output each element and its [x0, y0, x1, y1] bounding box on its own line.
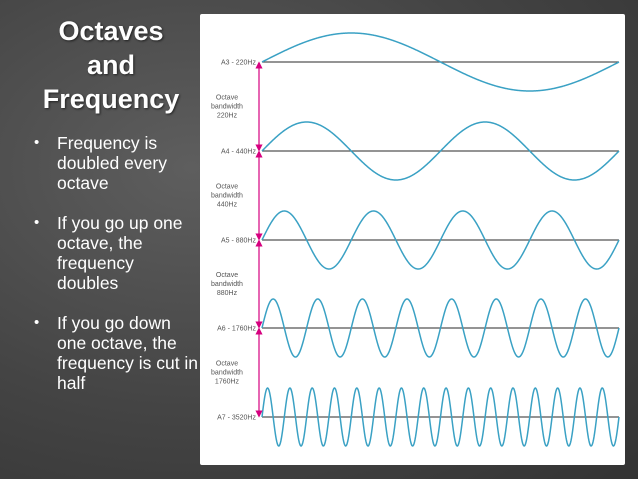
- bullet-dot: •: [34, 214, 40, 231]
- bandwidth-label: 440Hz: [217, 202, 238, 209]
- bandwidth-label: bandwidth: [211, 193, 243, 200]
- bullet-text: If you go up one octave, the frequency d…: [57, 213, 183, 293]
- bandwidth-label: bandwidth: [211, 370, 243, 377]
- bandwidth-label: 1760Hz: [215, 379, 240, 386]
- slide-title: Octaves and Frequency: [30, 14, 192, 116]
- wave-label: A5 - 880Hz: [221, 238, 257, 245]
- bullet-text: Frequency is doubled every octave: [57, 133, 167, 193]
- bullet-item: • If you go up one octave, the frequency…: [30, 213, 200, 293]
- title-line: and: [86, 50, 135, 80]
- wave-label: A6 - 1760Hz: [217, 326, 256, 333]
- octave-diagram-panel: A3 - 220Hz A4 - 440Hz A5 - 880Hz A6 - 1760H…: [200, 14, 625, 465]
- bandwidth-label: 880Hz: [217, 290, 238, 297]
- bandwidth-label: Octave: [216, 272, 238, 279]
- bandwidth-label: Octave: [216, 184, 238, 191]
- wave-label: A3 - 220Hz: [221, 60, 257, 67]
- wave-label: A7 - 3520Hz: [217, 415, 256, 422]
- bandwidth-label: Octave: [216, 95, 238, 102]
- sine-wave: [261, 298, 620, 358]
- bullet-dot: •: [34, 314, 40, 331]
- title-line: Octaves: [58, 16, 164, 46]
- wave-label: A4 - 440Hz: [221, 149, 257, 156]
- octave-diagram: A3 - 220Hz A4 - 440Hz A5 - 880Hz A6 - 1760H…: [211, 32, 620, 447]
- title-line: Frequency: [42, 84, 180, 114]
- bandwidth-label: 220Hz: [217, 113, 238, 120]
- bullet-list: • Frequency is doubled every octave • If…: [30, 133, 200, 413]
- bullet-dot: •: [34, 134, 40, 151]
- bandwidth-label: bandwidth: [211, 104, 243, 111]
- bandwidth-label: bandwidth: [211, 281, 243, 288]
- bullet-text: If you go down one octave, the frequency…: [57, 313, 199, 393]
- bullet-item: • If you go down one octave, the frequen…: [30, 313, 200, 393]
- sine-wave: [261, 32, 620, 92]
- sine-wave: [261, 121, 620, 181]
- bandwidth-label: Octave: [216, 361, 238, 368]
- bullet-item: • Frequency is doubled every octave: [30, 133, 200, 193]
- sine-wave: [261, 210, 620, 270]
- sine-wave: [261, 387, 620, 447]
